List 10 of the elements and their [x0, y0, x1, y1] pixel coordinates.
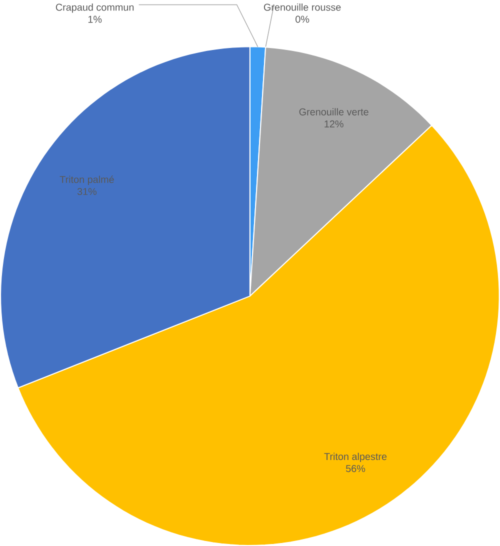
slice-label: Crapaud commun [56, 3, 134, 13]
slice-label: Triton palmé [60, 176, 114, 185]
category-label: Grenouille rousse [264, 3, 341, 11]
data-label: 56% [346, 465, 366, 472]
data-label: 1% [88, 16, 102, 23]
slice-label: Triton alpestre [324, 452, 387, 462]
data-label: 12% [324, 120, 344, 128]
slice-label: Grenouille verte [299, 108, 368, 116]
text: 0% [296, 16, 310, 23]
data-label: 31% [77, 188, 97, 196]
